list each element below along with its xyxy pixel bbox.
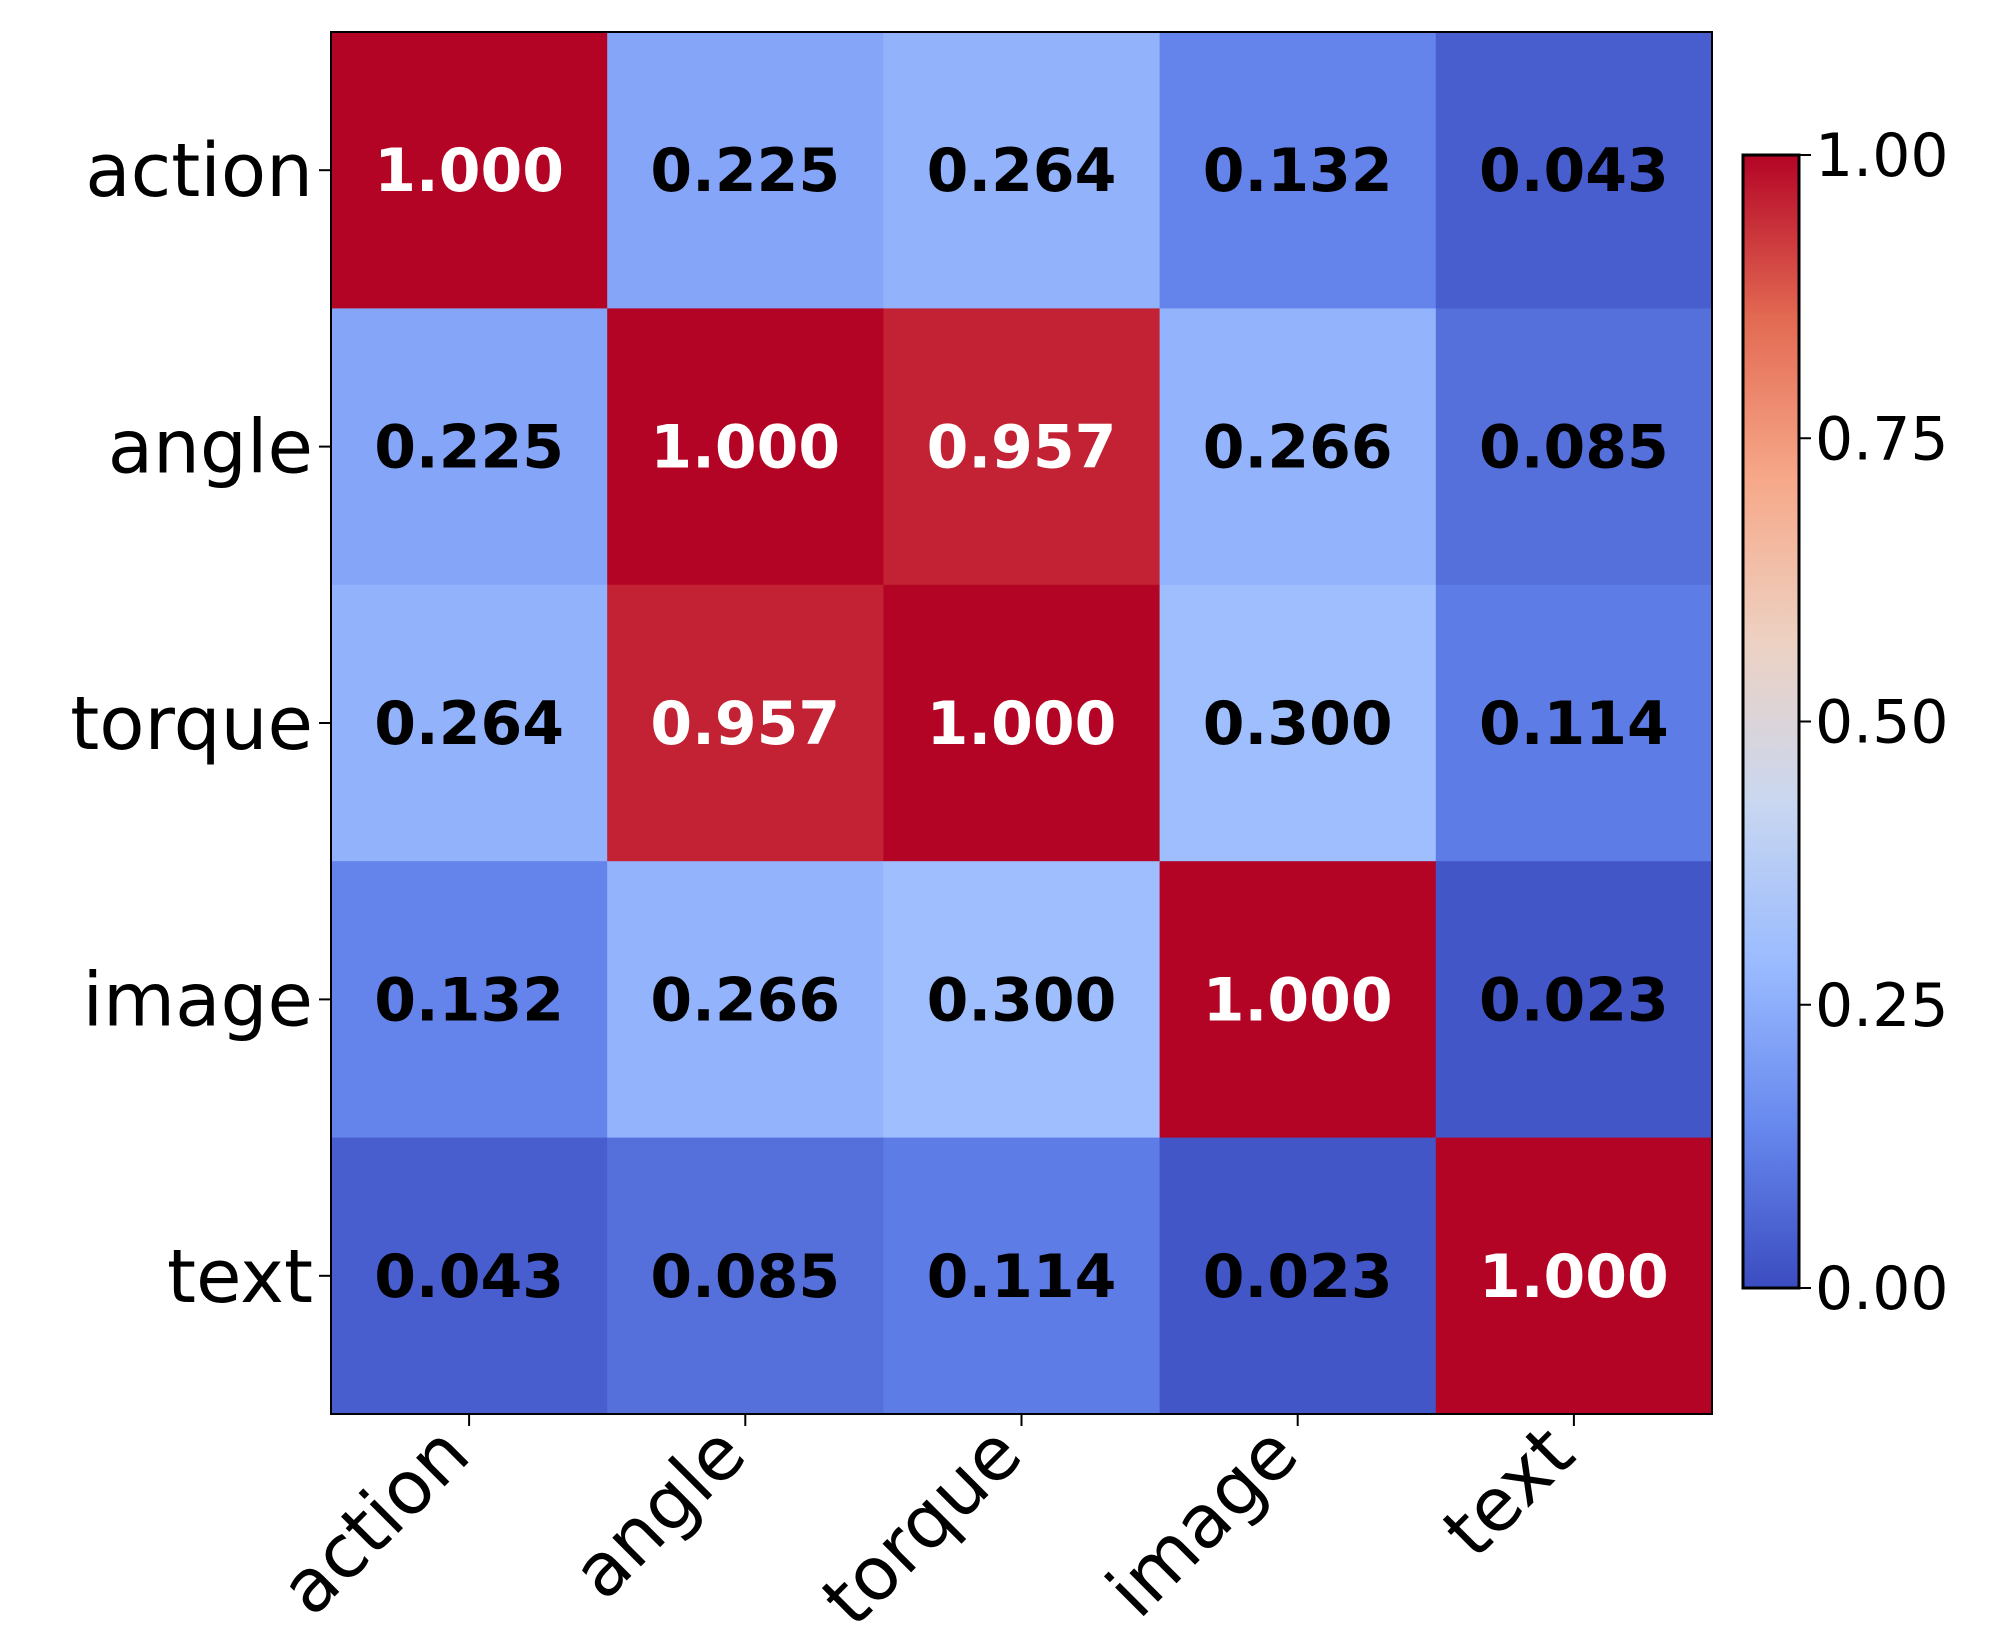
heatmap-cell xyxy=(1435,861,1713,1139)
x-tick-label: action xyxy=(264,1410,486,1632)
cell-value-label: 0.957 xyxy=(927,413,1117,483)
heatmap-cell xyxy=(1435,32,1713,309)
cell-value-label: 0.264 xyxy=(927,136,1117,206)
heatmap-cell-labels: 1.000 0.225 0.264 0.132 0.043 0.225 1.000 0.957… xyxy=(374,136,1669,1312)
y-tick-label: action xyxy=(85,128,313,214)
cell-value-label: 0.085 xyxy=(1479,413,1669,483)
heatmap-cell xyxy=(883,32,1161,309)
heatmap-cell xyxy=(607,1137,884,1415)
cell-value-label: 0.957 xyxy=(650,689,840,759)
heatmap-cell xyxy=(331,308,608,586)
heatmap-cell xyxy=(1159,861,1437,1139)
cell-value-label: 1.000 xyxy=(650,413,840,483)
x-tick-label: image xyxy=(1091,1410,1315,1634)
cell-value-label: 0.300 xyxy=(1203,689,1393,759)
colorbar-tick-label: 0.75 xyxy=(1815,404,1949,474)
heatmap-cell xyxy=(883,584,1161,862)
cell-value-label: 0.023 xyxy=(1203,1242,1393,1312)
heatmap-cell xyxy=(607,308,884,586)
cell-value-label: 0.266 xyxy=(1203,413,1393,483)
cell-value-label: 1.000 xyxy=(927,689,1117,759)
cell-value-label: 0.264 xyxy=(374,689,564,759)
colorbar: 0.00 0.25 0.50 0.75 1.00 xyxy=(1741,121,1949,1324)
y-tick-label: text xyxy=(167,1234,313,1320)
heatmap-cell xyxy=(1435,1137,1713,1415)
heatmap-cell xyxy=(607,861,884,1139)
colorbar-tick-label: 0.00 xyxy=(1815,1254,1949,1324)
cell-value-label: 0.085 xyxy=(650,1242,840,1312)
heatmap-cell xyxy=(331,861,608,1139)
colorbar-tick-label: 0.25 xyxy=(1815,971,1949,1041)
cell-value-label: 0.225 xyxy=(374,413,564,483)
heatmap-cell xyxy=(331,584,608,862)
y-tick-label: image xyxy=(83,957,314,1043)
x-tick-label: torque xyxy=(806,1410,1039,1643)
heatmap-cell xyxy=(1159,1137,1437,1415)
heatmap-cell xyxy=(607,584,884,862)
heatmap-cell xyxy=(1159,584,1437,862)
heatmap-cell xyxy=(331,1137,608,1415)
cell-value-label: 1.000 xyxy=(1203,965,1393,1035)
cell-value-label: 0.043 xyxy=(1479,136,1669,206)
heatmap-cell xyxy=(883,308,1161,586)
cell-value-label: 0.043 xyxy=(374,1242,564,1312)
colorbar-tick-label: 0.50 xyxy=(1815,688,1949,758)
cell-value-label: 0.266 xyxy=(650,965,840,1035)
cell-value-label: 0.114 xyxy=(1479,689,1669,759)
heatmap-cells xyxy=(331,32,1713,1415)
colorbar-tick-label: 1.00 xyxy=(1815,121,1949,191)
heatmap-cell xyxy=(1159,32,1437,309)
cell-value-label: 0.132 xyxy=(1203,136,1393,206)
cell-value-label: 0.114 xyxy=(927,1242,1117,1312)
heatmap-cell xyxy=(1159,308,1437,586)
x-tick-label: angle xyxy=(556,1410,762,1616)
x-axis: action angle torque image text xyxy=(264,1410,1591,1643)
y-tick-label: torque xyxy=(70,681,313,767)
y-tick-label: angle xyxy=(108,405,313,491)
cell-value-label: 0.132 xyxy=(374,965,564,1035)
colorbar-gradient xyxy=(1741,153,1801,1290)
cell-value-label: 1.000 xyxy=(1479,1242,1669,1312)
cell-value-label: 0.225 xyxy=(650,136,840,206)
colorbar-ticks: 0.00 0.25 0.50 0.75 1.00 xyxy=(1799,121,1949,1324)
heatmap-cell xyxy=(1435,308,1713,586)
heatmap-cell xyxy=(1435,584,1713,862)
cell-value-label: 1.000 xyxy=(374,136,564,206)
heatmap-cell xyxy=(883,1137,1161,1415)
heatmap-cell xyxy=(607,32,884,309)
cell-value-label: 0.023 xyxy=(1479,965,1669,1035)
heatmap-cell xyxy=(883,861,1161,1139)
cell-value-label: 0.300 xyxy=(927,965,1117,1035)
heatmap-cell xyxy=(331,32,608,309)
y-axis: action angle torque image text xyxy=(70,128,331,1320)
x-tick-label: text xyxy=(1427,1410,1591,1574)
